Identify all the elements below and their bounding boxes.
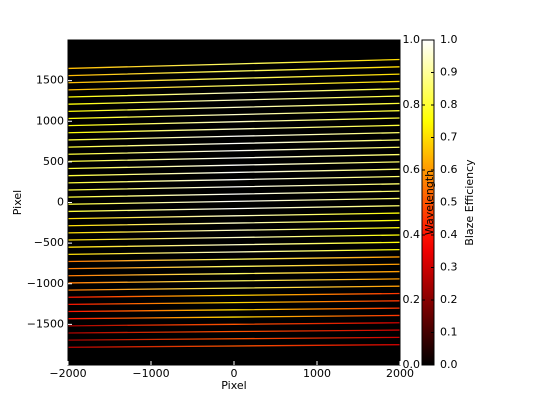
spectral-order (67, 234, 401, 241)
spectral-order (67, 110, 401, 120)
spectral-order (67, 212, 401, 220)
spectral-order (67, 124, 401, 134)
x-tick-label: 2000 (386, 367, 414, 380)
spectral-order (67, 88, 401, 98)
colorbar-tick-label: 0.5 (440, 196, 458, 209)
spectral-order (67, 263, 401, 270)
spectral-order (67, 146, 401, 155)
spectral-order (67, 241, 401, 248)
colorbar-tick-label: 0.4 (440, 228, 458, 241)
twin-tick-label: 0.8 (403, 98, 421, 111)
y-tick-label: −1500 (27, 317, 64, 330)
twin-tick-label: 0.0 (403, 358, 421, 371)
spectral-order (67, 58, 401, 70)
spectral-order (67, 278, 401, 284)
spectral-order (67, 307, 401, 313)
spectral-order (67, 139, 401, 148)
spectral-order (67, 205, 401, 213)
spectral-order (67, 161, 401, 170)
y-tick-label: 0 (57, 196, 64, 209)
y-tick-label: −1000 (27, 277, 64, 290)
spectral-order (67, 344, 401, 348)
x-tick-label: 1000 (303, 367, 331, 380)
colorbar-tick-label: 0.6 (440, 163, 458, 176)
spectral-order (67, 73, 401, 84)
spectral-order (67, 66, 401, 77)
twin-tick-label: 1.0 (403, 33, 421, 46)
x-tick-label: −1000 (132, 367, 169, 380)
y-tick-label: −500 (34, 236, 64, 249)
spectral-order (67, 336, 401, 341)
spectral-order (67, 117, 401, 127)
colorbar-tick-label: 0.1 (440, 326, 458, 339)
twin-tick-label: 0.2 (403, 293, 421, 306)
colorbar-tick-label: 0.2 (440, 293, 458, 306)
colorbar-tick-label: 0.3 (440, 261, 458, 274)
spectral-order (67, 256, 401, 263)
spectral-order (67, 219, 401, 227)
colorbar-tick-label: 1.0 (440, 33, 458, 46)
twin-axis-label: Wavelength (423, 170, 436, 235)
x-tick-label: −2000 (49, 367, 86, 380)
spectral-order (67, 322, 401, 327)
spectral-order (67, 270, 401, 277)
spectral-order (67, 168, 401, 177)
spectral-order (67, 131, 401, 141)
x-axis-label: Pixel (221, 379, 246, 392)
spectral-order (67, 314, 401, 320)
twin-tick-label: 0.6 (403, 163, 421, 176)
spectral-order (67, 183, 401, 191)
spectral-order (67, 95, 401, 105)
x-tick-label: 0 (231, 367, 238, 380)
colorbar-tick-label: 0.9 (440, 66, 458, 79)
spectral-order (67, 102, 401, 112)
spectral-order (67, 329, 401, 334)
spectral-order (67, 285, 401, 291)
colorbar-tick-label: 0.8 (440, 98, 458, 111)
spectral-order (67, 175, 401, 184)
y-axis-label: Pixel (11, 190, 24, 215)
spectral-order (67, 80, 401, 91)
y-tick-label: 500 (43, 155, 64, 168)
spectral-order (67, 227, 401, 234)
twin-tick-label: 0.4 (403, 228, 421, 241)
spectral-order (67, 248, 401, 255)
spectral-order (67, 153, 401, 163)
colorbar-tick-label: 0.0 (440, 358, 458, 371)
spectral-order (67, 292, 401, 298)
spectral-order (67, 300, 401, 306)
colorbar-label: Blaze Efficiency (463, 159, 476, 246)
y-tick-label: 1500 (36, 74, 64, 87)
spectral-order (67, 190, 401, 198)
spectral-order (67, 197, 401, 205)
y-tick-label: 1000 (36, 114, 64, 127)
colorbar-tick-label: 0.7 (440, 131, 458, 144)
